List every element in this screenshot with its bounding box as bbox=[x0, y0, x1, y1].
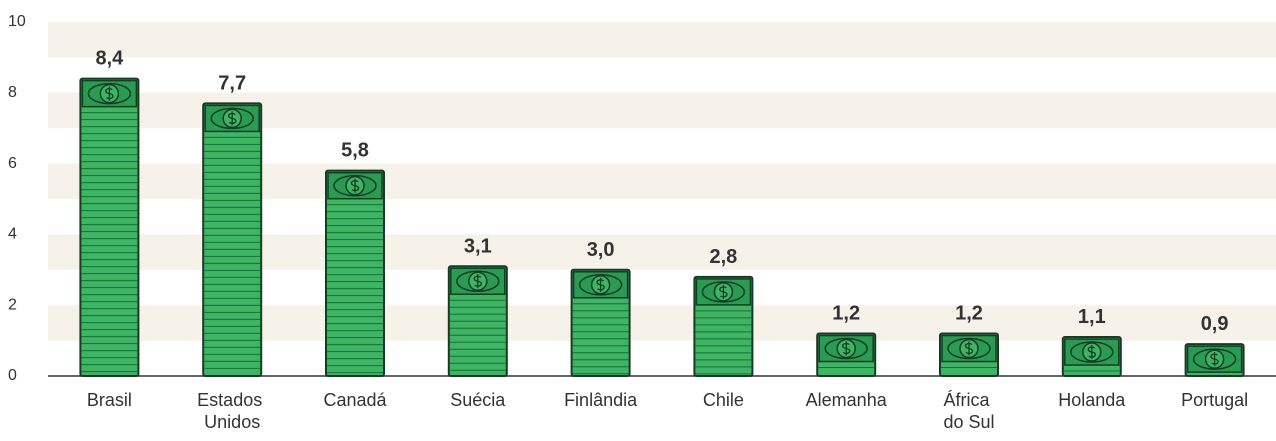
bill-dollar bbox=[473, 274, 483, 289]
bill-ornament bbox=[1192, 348, 1237, 370]
bill-ornament bbox=[701, 281, 746, 303]
bar bbox=[325, 169, 385, 377]
value-label: 3,1 bbox=[464, 235, 492, 257]
y-tick-label: 2 bbox=[8, 296, 17, 313]
value-label: 7,7 bbox=[218, 72, 246, 94]
y-tick-label: 6 bbox=[8, 155, 17, 172]
value-label: 5,8 bbox=[341, 140, 369, 162]
bill-ornament bbox=[1070, 341, 1114, 363]
x-tick-label: Estados Unidos bbox=[197, 390, 267, 432]
bill-dollar bbox=[719, 284, 728, 299]
x-tick-label: Portugal bbox=[1181, 390, 1248, 410]
value-label: 1,2 bbox=[955, 303, 983, 325]
bill-dollar bbox=[350, 178, 360, 193]
x-tick-label: Finlândia bbox=[564, 390, 638, 410]
x-tick-line: Unidos bbox=[204, 412, 260, 432]
bill-ornament bbox=[87, 82, 132, 105]
bill-ornament bbox=[333, 174, 377, 197]
value-label: 1,2 bbox=[832, 303, 860, 325]
x-tick-label: África do Sul bbox=[943, 390, 994, 432]
y-tick-label: 0 bbox=[8, 367, 17, 384]
value-label: 1,1 bbox=[1078, 306, 1106, 328]
x-tick-label: Canadá bbox=[323, 390, 387, 410]
x-tick-line: África bbox=[943, 390, 994, 410]
x-tick-line: do Sul bbox=[943, 412, 994, 432]
value-label: 0,9 bbox=[1201, 313, 1229, 335]
bill-dollar bbox=[227, 111, 237, 126]
x-tick-label: Chile bbox=[703, 390, 744, 410]
x-tick-label: Suécia bbox=[450, 390, 506, 410]
bill-dollar bbox=[841, 341, 851, 356]
grid-band bbox=[48, 22, 1276, 58]
bill-dollar bbox=[596, 277, 605, 292]
bill-ornament bbox=[210, 107, 254, 130]
bill-ornament bbox=[456, 270, 500, 293]
x-tick-label: Alemanha bbox=[806, 390, 888, 410]
bill-dollar bbox=[1087, 345, 1097, 360]
value-label: 3,0 bbox=[587, 239, 615, 261]
x-tick-label: Brasil bbox=[87, 390, 132, 410]
bill-ornament bbox=[824, 337, 868, 360]
bill-dollar bbox=[105, 86, 114, 101]
bar bbox=[79, 77, 140, 377]
y-tick-label: 10 bbox=[8, 13, 26, 30]
bill-dollar bbox=[964, 341, 974, 356]
bar bbox=[202, 102, 263, 377]
y-tick-label: 4 bbox=[8, 226, 17, 243]
bill-ornament bbox=[947, 337, 991, 360]
value-label: 2,8 bbox=[709, 246, 737, 268]
x-tick-line: Estados bbox=[197, 390, 267, 410]
bill-ornament bbox=[578, 274, 623, 296]
value-label: 8,4 bbox=[95, 48, 124, 70]
y-tick-label: 8 bbox=[8, 84, 17, 101]
bill-dollar bbox=[1210, 352, 1219, 367]
x-tick-label: Holanda bbox=[1058, 390, 1126, 410]
